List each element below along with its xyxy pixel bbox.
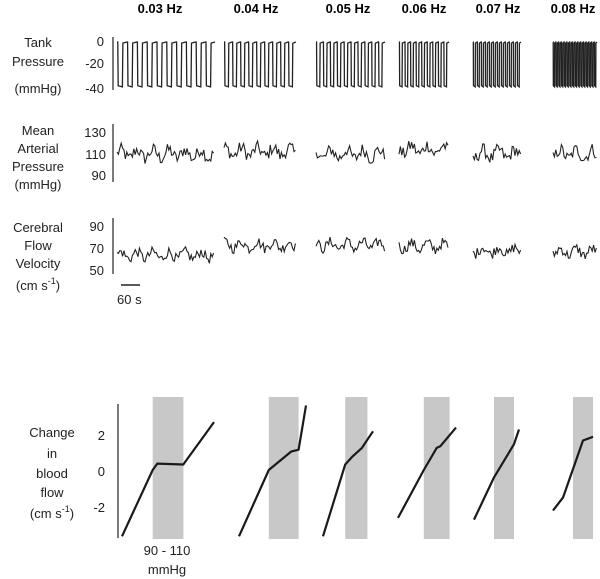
cfv-ticks: 90 70 50 [90,218,114,278]
cfv-tick-0: 90 [90,219,104,234]
tank-pressure-label-line-2: (mmHg) [15,81,62,96]
map-trace-4 [472,143,522,163]
flow-curve-1 [237,405,308,537]
tank-pressure-trace-0 [117,41,216,88]
flow-curve-2 [321,430,374,537]
tank-pressure-trace-4 [472,41,522,89]
blood-flow-panels [121,397,594,539]
frequency-label-1: 0.04 Hz [234,1,279,16]
blood-flow-tick-0: 2 [98,428,105,443]
band-label-line-0: 90 - 110 [144,543,191,558]
blood-flow-ylabel-unit: (cm s-1) [30,504,74,521]
map-tick-2: 90 [92,168,106,183]
pressure-band-4 [494,397,514,539]
map-trace-2 [315,143,386,164]
cfv-label: Cerebral Flow Velocity (cm s-1) [13,220,63,293]
cfv-trace-2 [315,236,386,255]
pressure-band-5 [573,397,593,539]
blood-flow-y-axis-group: 2 0 -2 [93,404,119,538]
flow-curve-3 [397,426,457,519]
map-trace-3 [398,140,449,159]
cfv-trace-1 [223,236,296,255]
tank-pressure-trace-3 [398,41,450,88]
flow-curve-0 [121,421,215,537]
tank-pressure-label-line-1: Pressure [12,54,64,69]
flow-curve-5 [552,435,594,512]
cfv-label-line-1: Flow [24,238,52,253]
blood-flow-ylabel-line-3: flow [40,485,64,500]
pressure-band-3 [423,397,450,539]
cfv-trace-4 [472,242,522,259]
map-trace-1 [223,139,296,160]
tank-pressure-tick-0: 0 [97,34,104,49]
time-scale-bar: 60 s [117,284,142,307]
map-tick-1: 110 [85,147,106,162]
flow-curve-4 [473,429,521,521]
cfv-label-line-0: Cerebral [13,220,63,235]
cfv-tick-1: 70 [90,241,104,256]
frequency-label-0: 0.03 Hz [138,1,183,16]
cfv-tick-2: 50 [90,263,104,278]
pressure-band-2 [345,397,368,539]
frequency-headers: 0.03 Hz 0.04 Hz 0.05 Hz 0.06 Hz 0.07 Hz … [138,1,596,16]
map-label-line-0: Mean [22,123,55,138]
map-label-line-1: Arterial [17,141,58,156]
blood-flow-tick-1: 0 [98,464,105,479]
frequency-label-2: 0.05 Hz [326,1,371,16]
tank-pressure-ticks: 0 -20 -40 [85,34,114,96]
pressure-band-0 [152,397,184,539]
blood-flow-ylabel: Change in blood flow (cm s-1) [29,425,75,521]
tank-pressure-traces [117,41,598,89]
map-traces [116,139,597,164]
pressure-band-1 [268,397,299,539]
map-label-line-3: (mmHg) [15,177,62,192]
blood-flow-ylabel-line-2: blood [36,466,68,481]
map-trace-5 [552,142,597,162]
cfv-trace-0 [116,245,215,264]
tank-pressure-trace-2 [315,41,386,88]
cfv-traces [116,236,597,264]
map-ticks: 130 110 90 [84,124,114,183]
cfv-trace-3 [398,238,449,255]
tank-pressure-trace-1 [223,41,297,88]
cfv-trace-5 [552,243,597,260]
blood-flow-ylabel-line-0: Change [29,425,75,440]
blood-flow-ylabel-line-1: in [47,446,57,461]
band-label: 90 - 110 mmHg [144,543,191,577]
map-trace-0 [116,141,215,164]
time-scale-label: 60 s [117,292,142,307]
tank-pressure-label: Tank Pressure (mmHg) [12,35,64,96]
map-label-line-2: Pressure [12,159,64,174]
tank-pressure-label-line-0: Tank [24,35,52,50]
map-tick-0: 130 [84,125,106,140]
tank-pressure-tick-1: -20 [85,56,104,71]
frequency-label-4: 0.07 Hz [476,1,521,16]
blood-flow-tick-2: -2 [93,500,105,515]
tank-pressure-tick-2: -40 [85,81,104,96]
cfv-label-unit: (cm s-1) [16,276,60,293]
frequency-label-5: 0.08 Hz [551,1,596,16]
band-label-line-1: mmHg [148,562,186,577]
frequency-label-3: 0.06 Hz [402,1,447,16]
tank-pressure-trace-5 [552,41,598,89]
cfv-label-line-2: Velocity [16,256,61,271]
map-label: Mean Arterial Pressure (mmHg) [12,123,64,192]
